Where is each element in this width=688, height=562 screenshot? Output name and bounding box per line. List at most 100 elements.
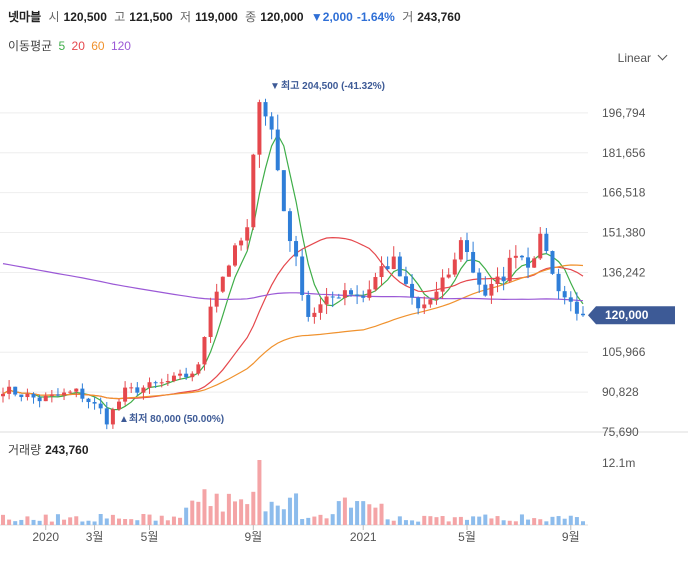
scale-selected-value: Linear [617, 51, 651, 65]
volume-bar [373, 507, 378, 525]
volume-bar [147, 514, 152, 525]
candle-body [361, 295, 366, 298]
ma-120-legend[interactable]: 120 [110, 39, 131, 53]
volume-bar [422, 515, 427, 525]
candle-body [373, 277, 378, 290]
candle-body [25, 393, 30, 398]
volume-bar [519, 514, 524, 525]
volume-bar [257, 460, 262, 525]
candle-body [110, 409, 115, 425]
candle-body [117, 401, 121, 410]
candle-body [526, 257, 531, 268]
volume-bar [275, 505, 280, 525]
candle-body [86, 398, 91, 403]
volume-bar [495, 516, 500, 525]
candle-body [55, 394, 60, 396]
volume-bar [135, 520, 140, 525]
volume-bar [532, 518, 537, 525]
volume-bar [165, 520, 170, 525]
volume-bar [574, 517, 579, 525]
candle-body [581, 313, 585, 316]
candle-body [196, 364, 201, 374]
open-label: 시 [48, 10, 60, 24]
candle-body [465, 240, 469, 253]
volume-bar [477, 516, 482, 525]
candle-body [281, 170, 286, 212]
volume-bars [1, 460, 585, 525]
volume-panel-value: 243,760 [45, 443, 89, 457]
volume-bar [330, 514, 335, 525]
candle-body [49, 394, 54, 396]
candle-body [68, 391, 73, 393]
volume-bar [410, 520, 415, 525]
volume-bar [452, 517, 457, 525]
candle-body [391, 256, 396, 270]
volume-bar [355, 501, 360, 525]
volume-bar [581, 521, 585, 525]
volume-bar [312, 516, 317, 525]
moving-average-legend: 이동평균 5 20 60 120 [8, 37, 134, 54]
candle-body [458, 240, 463, 260]
volume-bar [178, 517, 183, 525]
candle-body [80, 388, 85, 399]
candle-body [92, 402, 97, 404]
candle-body [312, 312, 317, 317]
candle-body [568, 297, 573, 302]
volume-bar [92, 521, 97, 525]
y-tick-label: 90,828 [602, 385, 639, 399]
candle-body [440, 277, 445, 292]
moving-average-label: 이동평균 [8, 39, 53, 53]
candle-body [263, 102, 268, 117]
candle-body [98, 403, 103, 409]
volume-bar [129, 519, 134, 525]
candle-body [452, 259, 457, 275]
volume-bar [117, 518, 121, 525]
x-tick-label: 5월 [141, 530, 159, 544]
volume-bar [19, 519, 24, 525]
volume-bar [349, 507, 353, 525]
volume-bar [385, 519, 390, 525]
volume-bar [153, 520, 158, 525]
price-change-percent: -1.64% [356, 10, 395, 24]
candle-body [178, 373, 183, 376]
candle-body [538, 233, 543, 259]
volume-bar [141, 513, 146, 525]
volume-bar [202, 489, 207, 525]
candle-body [495, 276, 500, 284]
candle-body [141, 387, 146, 393]
candle-body [507, 257, 512, 282]
low-annotation-text: 최저 80,000 (50.00%) [129, 412, 224, 425]
candle-body [483, 284, 488, 296]
ma-60-legend[interactable]: 60 [91, 39, 105, 53]
volume-bar [43, 514, 48, 525]
ma-5-legend[interactable]: 5 [58, 39, 66, 53]
volume-bar [397, 516, 402, 525]
volume-bar [239, 499, 244, 525]
volume-bar [269, 501, 274, 525]
candle-body [62, 392, 67, 396]
candle-body [184, 373, 189, 378]
volume-bar [544, 521, 549, 525]
volume-bar [342, 497, 347, 525]
candle-body [147, 382, 152, 388]
volume-bar [434, 517, 439, 525]
candle-body [74, 388, 79, 392]
x-tick-label: 2021 [350, 530, 377, 544]
volume-bar [281, 509, 286, 525]
candle-body [300, 256, 305, 295]
candle-body [385, 266, 390, 270]
candle-body [416, 297, 421, 309]
volume-bar [245, 504, 250, 525]
ma-20-legend[interactable]: 20 [71, 39, 85, 53]
candle-body [171, 375, 176, 382]
candle-body [159, 382, 164, 384]
candle-body [574, 301, 579, 314]
volume-bar [538, 519, 543, 525]
volume-bar [562, 518, 567, 525]
volume-bar [416, 521, 421, 525]
volume-bar [86, 520, 91, 525]
x-tick-label: 9월 [562, 530, 580, 544]
candle-body [13, 386, 18, 395]
scale-dropdown[interactable]: Linear [617, 50, 668, 65]
